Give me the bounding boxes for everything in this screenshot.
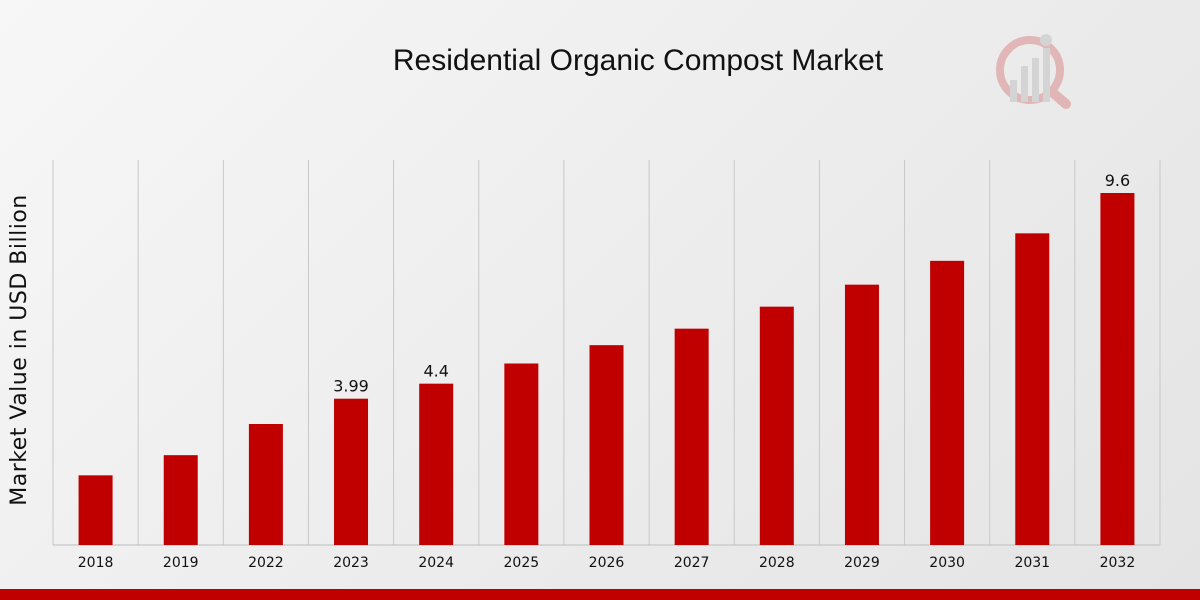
x-tick-labels: 2018 2019 2022 2023 2024 2025 2026 2027 2028 2029… (78, 555, 1135, 571)
bar-2026 (589, 345, 624, 545)
bar-2019 (163, 455, 198, 545)
data-label-2024: 4.4 (423, 362, 448, 381)
bar-2027 (674, 328, 709, 545)
logo-icon (996, 34, 1071, 109)
x-tick-label: 2022 (248, 555, 284, 571)
bar-2023 (334, 398, 369, 545)
x-tick-label: 2032 (1100, 555, 1136, 571)
x-tick-label: 2024 (418, 555, 454, 571)
bar-2032 (1100, 193, 1135, 545)
bar-2029 (844, 284, 879, 545)
bar-2024 (419, 383, 454, 545)
data-labels: 3.99 4.4 9.6 (333, 171, 1130, 396)
bar-2018 (78, 475, 113, 545)
y-axis-label: Market Value in USD Billion (7, 194, 32, 506)
x-tick-label: 2030 (929, 555, 965, 571)
grid-lines (52, 160, 1161, 545)
data-label-2023: 3.99 (333, 377, 369, 396)
x-tick-label: 2026 (589, 555, 625, 571)
x-tick-label: 2018 (78, 555, 114, 571)
bar-2031 (1015, 233, 1050, 546)
x-tick-label: 2023 (333, 555, 369, 571)
bar-2030 (930, 260, 965, 545)
x-tick-label: 2025 (504, 555, 540, 571)
chart-title: Residential Organic Compost Market (393, 44, 884, 77)
x-tick-label: 2031 (1014, 555, 1050, 571)
bars (78, 193, 1135, 546)
x-tick-label: 2019 (163, 555, 199, 571)
bar-2022 (248, 424, 283, 545)
bar-2028 (759, 306, 794, 545)
x-tick-label: 2029 (844, 555, 880, 571)
data-label-2032: 9.6 (1105, 171, 1130, 190)
x-tick-label: 2028 (759, 555, 795, 571)
bar-2025 (504, 363, 539, 545)
footer-bar (0, 589, 1200, 600)
x-tick-label: 2027 (674, 555, 710, 571)
